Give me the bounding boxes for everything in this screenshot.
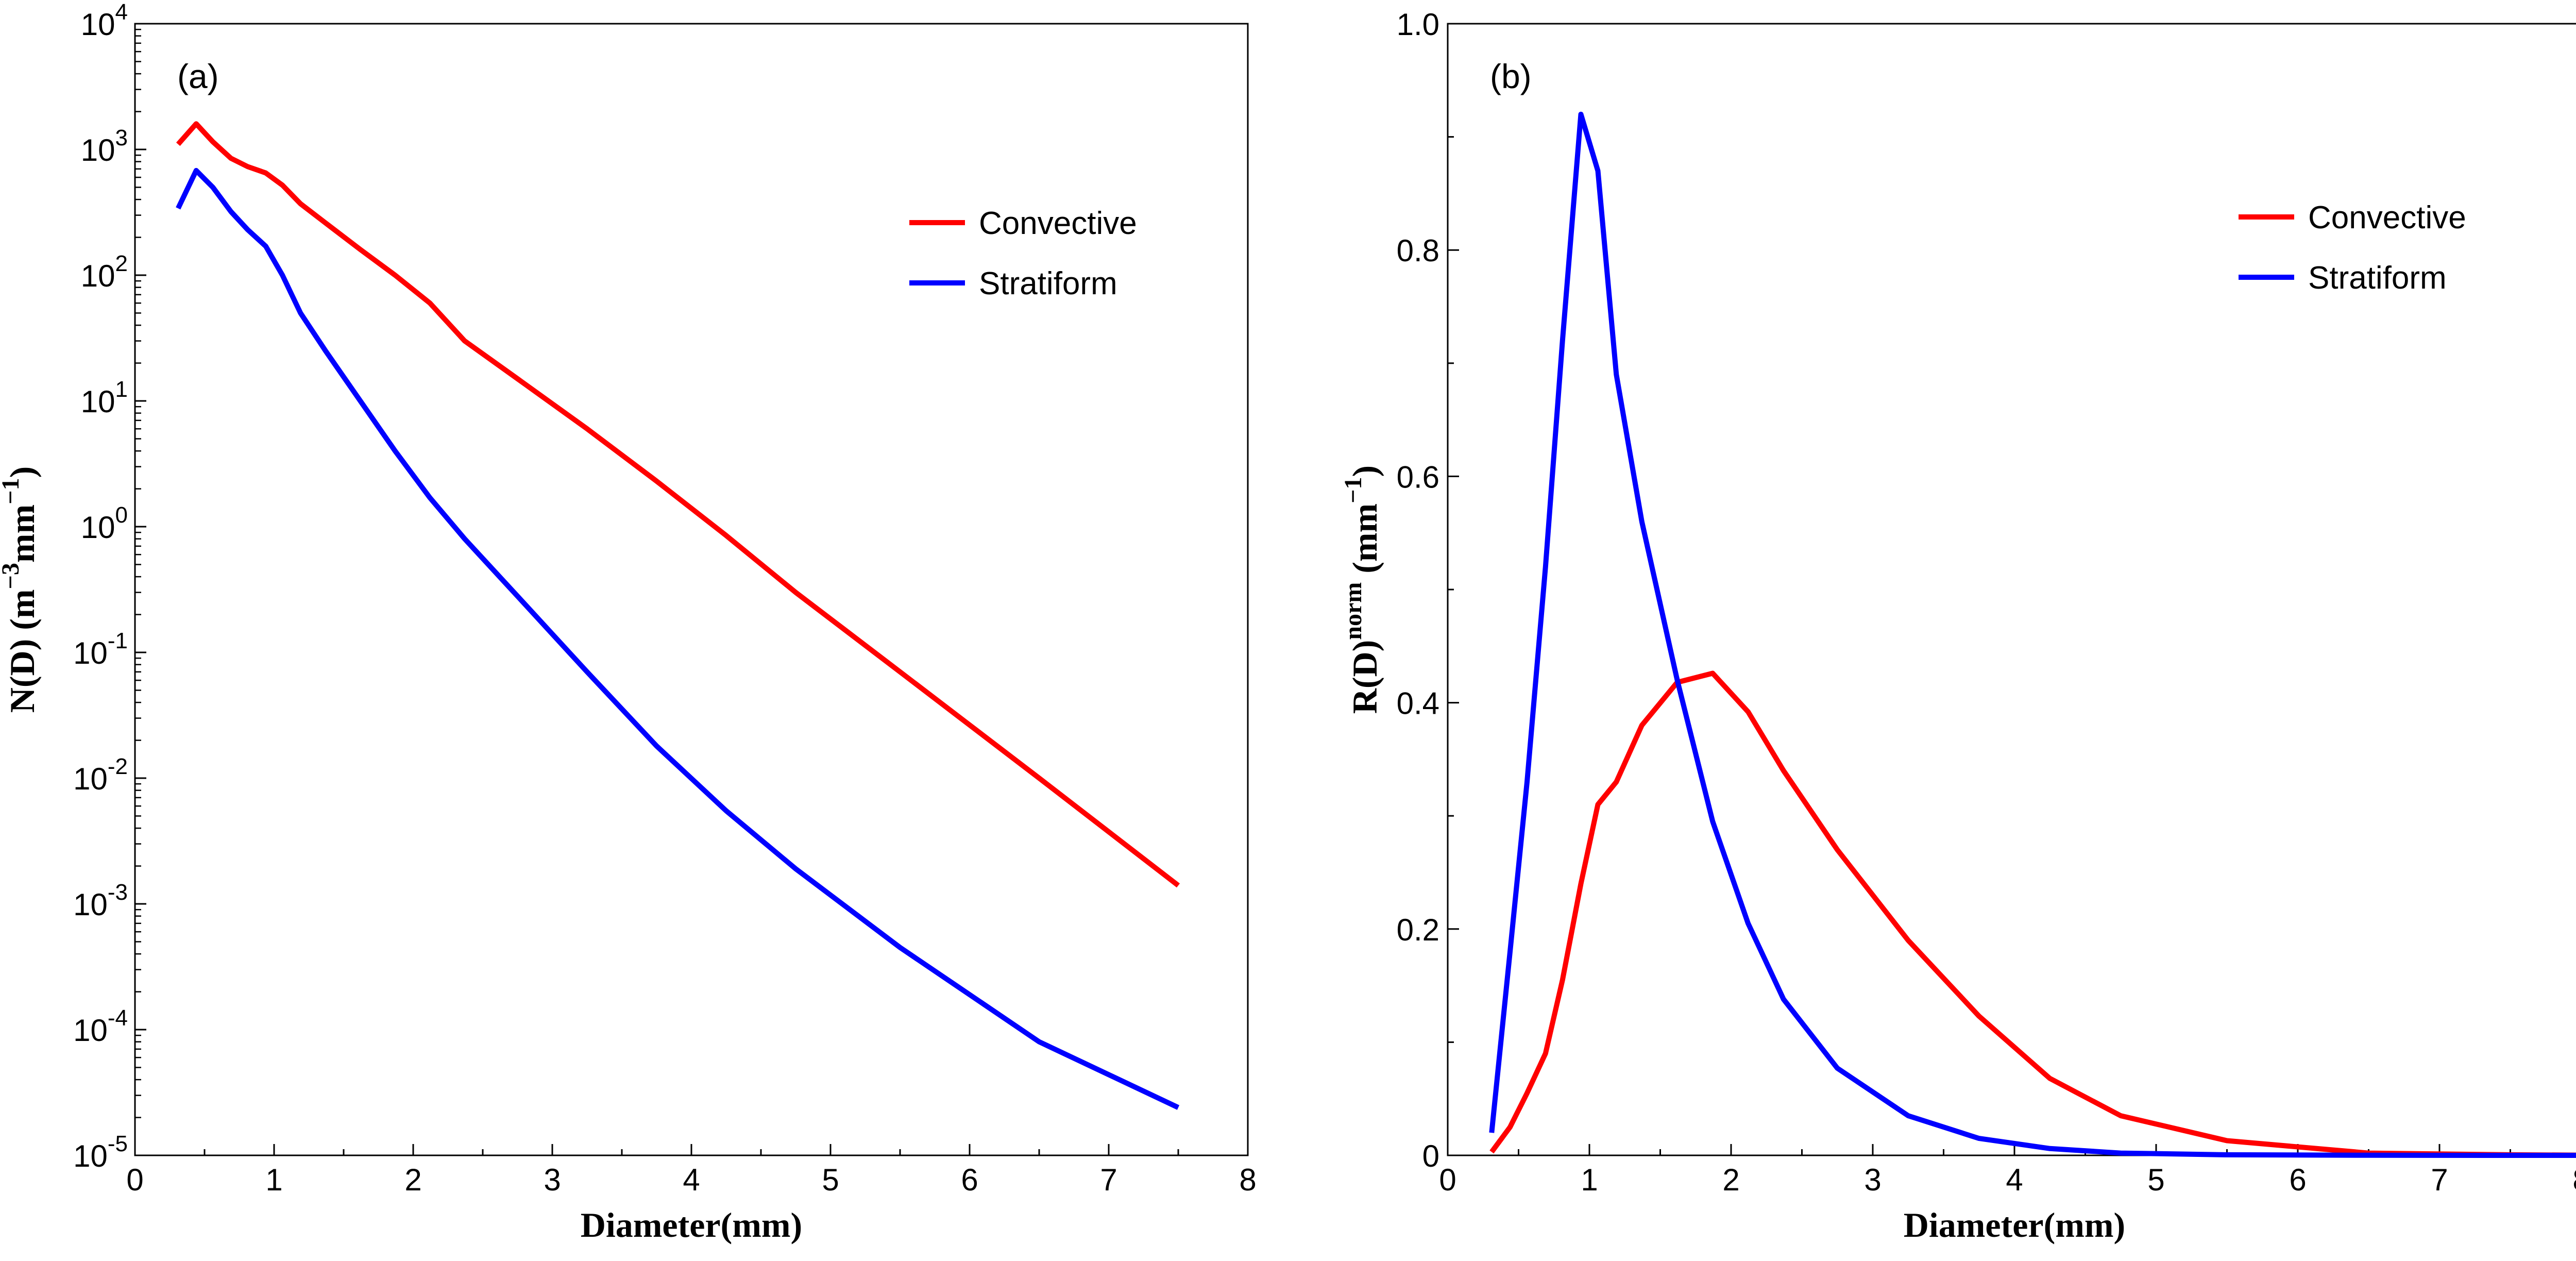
y-tick-label: 10-4 <box>73 1005 128 1048</box>
panel-label: (b) <box>1490 57 1532 95</box>
x-tick-label: 0 <box>126 1163 143 1197</box>
y-tick-label: 0.8 <box>1397 233 1439 268</box>
x-tick-label: 8 <box>2572 1163 2576 1197</box>
plot-frame <box>134 23 1249 1156</box>
chart-panel-a: 0 1 2 3 4 5 6 7 8 10-5 10-4 10-3 10-2 10-1 100 101 102 10… <box>0 0 1257 1245</box>
y-tick-label: 102 <box>81 251 128 293</box>
x-tick-label: 6 <box>961 1163 978 1197</box>
x-tick-label: 2 <box>1722 1163 1739 1197</box>
y-tick-label: 1.0 <box>1397 7 1439 42</box>
series-line-stratiform <box>176 167 1180 1110</box>
y-tick-label: 0.6 <box>1397 460 1439 494</box>
x-tick-label: 2 <box>404 1163 421 1197</box>
y-tick-label: 104 <box>81 0 128 42</box>
x-axis-title: Diameter(mm) <box>1904 1205 2125 1245</box>
x-tick-label: 8 <box>1239 1163 1256 1197</box>
legend: Convective Stratiform <box>2239 200 2466 296</box>
x-tick-label: 6 <box>2289 1163 2306 1197</box>
y-axis-title: R(D)norm (mm−1) <box>1340 465 1384 714</box>
y-tick-label: 0.2 <box>1397 913 1439 947</box>
x-tick-label: 7 <box>1100 1163 1117 1197</box>
y-axis-title: N(D) (m−3mm−1) <box>0 466 42 713</box>
series-line-convective <box>176 121 1180 888</box>
chart-panel-b: 0 1 2 3 4 5 6 7 8 0 0.2 0.4 0.6 0.8 1.0 (b) Convective St… <box>1340 7 2576 1245</box>
x-tick-label: 1 <box>1581 1163 1598 1197</box>
y-tick-label: 10-1 <box>73 628 128 670</box>
x-tick-label: 3 <box>544 1163 561 1197</box>
legend-label-convective: Convective <box>979 206 1137 241</box>
panel-label: (a) <box>177 57 219 95</box>
x-tick-label: 1 <box>265 1163 282 1197</box>
x-tick-label: 5 <box>822 1163 839 1197</box>
series-line-stratiform <box>1489 111 2576 1158</box>
y-tick-label: 0 <box>1422 1139 1439 1173</box>
x-tick-label: 4 <box>683 1163 700 1197</box>
x-tick-label: 7 <box>2431 1163 2448 1197</box>
y-tick-label: 10-2 <box>73 754 128 796</box>
legend-label-stratiform: Stratiform <box>2308 260 2447 296</box>
legend: Convective Stratiform <box>909 206 1137 301</box>
x-tick-label: 0 <box>1439 1163 1456 1197</box>
y-tick-label: 103 <box>81 125 128 167</box>
plot-frame <box>1447 23 2576 1156</box>
x-axis-title: Diameter(mm) <box>581 1205 802 1245</box>
y-tick-label: 0.4 <box>1397 686 1439 721</box>
x-tick-label: 3 <box>1864 1163 1881 1197</box>
y-tick-label: 10-3 <box>73 880 128 922</box>
y-tick-label: 10-5 <box>73 1131 128 1173</box>
x-tick-label: 5 <box>2147 1163 2164 1197</box>
y-tick-label: 101 <box>81 377 128 419</box>
x-tick-label: 4 <box>2006 1163 2023 1197</box>
y-tick-label: 100 <box>81 502 128 545</box>
legend-label-convective: Convective <box>2308 200 2466 236</box>
series-line-convective <box>1489 670 2576 1158</box>
legend-label-stratiform: Stratiform <box>979 266 1117 301</box>
